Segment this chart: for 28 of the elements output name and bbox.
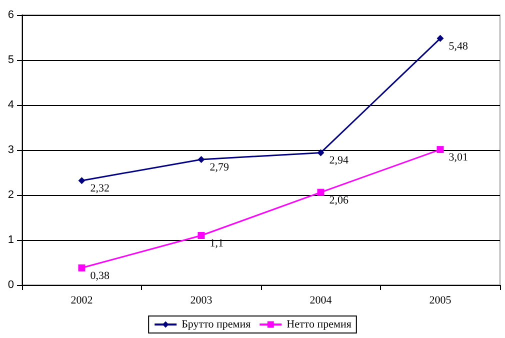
x-tick-label: 2003 [190,294,213,306]
y-tick-label: 0 [8,279,14,291]
point [317,188,324,196]
data-label: 2,94 [329,154,349,167]
point [78,264,86,272]
x-tick-label: 2005 [429,294,452,306]
data-label: 2,32 [90,182,110,195]
point [436,146,444,154]
y-tick-label: 6 [8,9,14,21]
point [198,232,205,239]
legend-label: Нетто премия [286,318,352,330]
data-label: 0,38 [90,270,110,282]
point [317,149,324,156]
legend-label: Брутто премия [182,318,251,330]
y-tick-label: 5 [8,54,14,66]
data-label: 2,06 [329,194,349,206]
x-tick-label: 2002 [70,294,93,306]
data-label: 5,48 [448,40,468,52]
data-label: 3,01 [448,152,468,164]
x-tick-label: 2004 [310,294,332,306]
point [198,156,205,163]
y-tick-label: 1 [8,234,14,246]
data-label: 2,79 [210,161,230,174]
y-tick-label: 2 [8,189,14,201]
y-tick-label: 3 [8,144,14,156]
y-tick-label: 4 [8,99,14,111]
point [436,34,444,42]
point [78,177,86,184]
